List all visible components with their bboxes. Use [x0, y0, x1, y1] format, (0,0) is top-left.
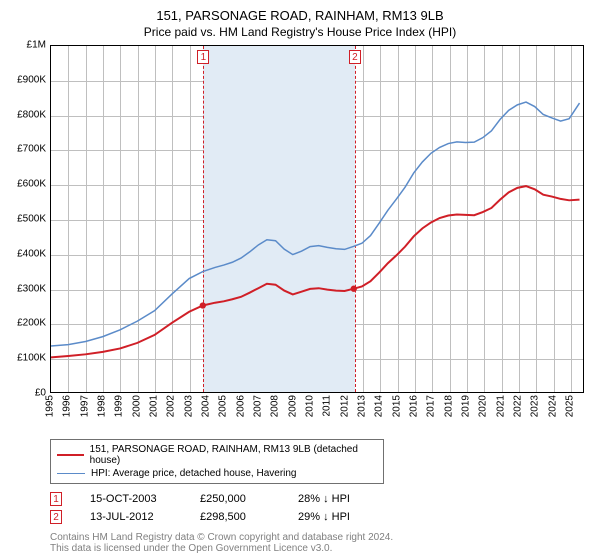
sale-point-marker	[200, 302, 206, 308]
x-tick-label: 1995	[45, 395, 56, 417]
x-tick-label: 2014	[374, 395, 385, 417]
x-tick-label: 2018	[443, 395, 454, 417]
x-tick-label: 2022	[513, 395, 524, 417]
legend-swatch	[57, 473, 85, 474]
legend-label: 151, PARSONAGE ROAD, RAINHAM, RM13 9LB (…	[90, 444, 377, 466]
x-tick-label: 2021	[495, 395, 506, 417]
legend-swatch	[57, 454, 84, 456]
x-tick-label: 2023	[530, 395, 541, 417]
x-tick-label: 2016	[409, 395, 420, 417]
footnote-line: This data is licensed under the Open Gov…	[50, 543, 590, 554]
x-tick-label: 2015	[391, 395, 402, 417]
x-tick-label: 2013	[357, 395, 368, 417]
y-tick-label: £100K	[17, 353, 46, 364]
x-tick-label: 1997	[79, 395, 90, 417]
series-price_paid	[51, 186, 580, 357]
x-tick-label: 2010	[305, 395, 316, 417]
x-tick-label: 2000	[131, 395, 142, 417]
y-tick-label: £500K	[17, 214, 46, 225]
series-svg	[51, 46, 583, 392]
y-tick-label: £400K	[17, 248, 46, 259]
x-tick-label: 2012	[339, 395, 350, 417]
chart-subtitle: Price paid vs. HM Land Registry's House …	[10, 25, 590, 39]
x-tick-label: 2019	[461, 395, 472, 417]
y-tick-label: £900K	[17, 74, 46, 85]
x-tick-label: 2024	[547, 395, 558, 417]
sale-point-marker	[351, 286, 357, 292]
sale-vs-hpi: 28% ↓ HPI	[298, 493, 388, 505]
y-tick-label: £700K	[17, 144, 46, 155]
x-tick-label: 2011	[322, 395, 333, 417]
sale-price: £298,500	[200, 511, 270, 523]
x-tick-label: 2002	[166, 395, 177, 417]
sale-date: 15-OCT-2003	[90, 493, 172, 505]
x-tick-label: 2009	[287, 395, 298, 417]
y-tick-label: £300K	[17, 283, 46, 294]
chart-area: £0£100K£200K£300K£400K£500K£600K£700K£80…	[50, 45, 584, 393]
sale-row: 2 13-JUL-2012 £298,500 29% ↓ HPI	[50, 508, 590, 526]
sale-row: 1 15-OCT-2003 £250,000 28% ↓ HPI	[50, 490, 590, 508]
x-tick-label: 2005	[218, 395, 229, 417]
x-axis-labels: 1995199619971998199920002001200220032004…	[50, 393, 584, 431]
x-tick-label: 2008	[270, 395, 281, 417]
x-tick-label: 2020	[478, 395, 489, 417]
sale-price: £250,000	[200, 493, 270, 505]
legend-label: HPI: Average price, detached house, Have…	[91, 468, 297, 479]
x-tick-label: 2025	[565, 395, 576, 417]
y-tick-label: £200K	[17, 318, 46, 329]
sale-index: 2	[50, 510, 62, 524]
footnotes: Contains HM Land Registry data © Crown c…	[50, 532, 590, 554]
sale-index: 1	[50, 492, 62, 506]
chart-title: 151, PARSONAGE ROAD, RAINHAM, RM13 9LB	[10, 8, 590, 23]
sale-vs-hpi: 29% ↓ HPI	[298, 511, 388, 523]
y-tick-label: £600K	[17, 179, 46, 190]
x-tick-label: 2017	[426, 395, 437, 417]
y-tick-label: £1M	[27, 40, 46, 51]
x-tick-label: 1996	[62, 395, 73, 417]
x-tick-label: 2007	[253, 395, 264, 417]
footnote-line: Contains HM Land Registry data © Crown c…	[50, 532, 590, 543]
y-axis-labels: £0£100K£200K£300K£400K£500K£600K£700K£80…	[10, 45, 46, 393]
x-tick-label: 1998	[97, 395, 108, 417]
sales-table: 1 15-OCT-2003 £250,000 28% ↓ HPI 2 13-JUL-201…	[50, 490, 590, 526]
x-tick-label: 1999	[114, 395, 125, 417]
legend-item: 151, PARSONAGE ROAD, RAINHAM, RM13 9LB (…	[57, 443, 377, 467]
chart-plot: 12	[50, 45, 584, 393]
x-tick-label: 2006	[235, 395, 246, 417]
y-tick-label: £800K	[17, 109, 46, 120]
legend: 151, PARSONAGE ROAD, RAINHAM, RM13 9LB (…	[50, 439, 384, 484]
legend-item: HPI: Average price, detached house, Have…	[57, 467, 377, 480]
x-tick-label: 2003	[183, 395, 194, 417]
series-hpi	[51, 102, 580, 346]
x-tick-label: 2001	[149, 395, 160, 417]
x-tick-label: 2004	[201, 395, 212, 417]
sale-date: 13-JUL-2012	[90, 511, 172, 523]
